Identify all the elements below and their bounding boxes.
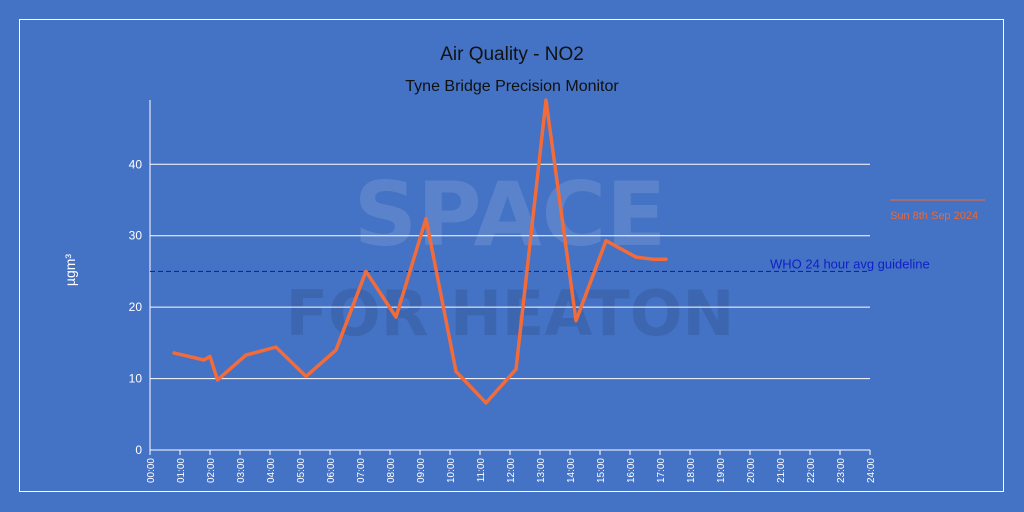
x-tick-label: 14:00 [566, 458, 577, 483]
x-tick-label: 15:00 [596, 458, 607, 483]
x-tick-label: 05:00 [296, 458, 307, 483]
legend: Sun 8th Sep 2024 [890, 199, 985, 222]
x-tick-label: 22:00 [806, 458, 817, 483]
watermark-logo: SPACE FOR HEATON [286, 163, 735, 350]
y-tick-label: 10 [129, 372, 143, 386]
x-tick-labels: 00:00 01:00 02:00 03:00 04:00 05:00 06:00 07:00… [146, 458, 877, 483]
series-lines [172, 98, 668, 405]
who-guideline-label: WHO 24 hour avg guideline [770, 256, 930, 271]
axes [149, 100, 871, 455]
x-tick-label: 11:00 [476, 458, 487, 483]
x-tick-label: 10:00 [446, 458, 457, 483]
x-tick-label: 03:00 [236, 458, 247, 483]
x-tick-label: 18:00 [686, 458, 697, 483]
x-tick-label: 09:00 [416, 458, 427, 483]
reference-lines: WHO 24 hour avg guideline [150, 256, 930, 273]
y-tick-label: 30 [129, 229, 143, 243]
chart-title: Air Quality - NO2 [440, 44, 584, 65]
x-tick-label: 19:00 [716, 458, 727, 483]
x-tick-label: 12:00 [506, 458, 517, 483]
y-tick-label: 20 [129, 300, 143, 314]
y-axis-label: µgm³ [62, 254, 78, 287]
x-tick-label: 00:00 [146, 458, 157, 483]
watermark-line-1: SPACE [354, 163, 667, 266]
x-tick-label: 02:00 [206, 458, 217, 483]
x-tick-label: 04:00 [266, 458, 277, 483]
x-tick-label: 08:00 [386, 458, 397, 483]
x-tick-label: 23:00 [836, 458, 847, 483]
y-tick-labels: 0 10 20 30 40 [129, 157, 143, 457]
x-tick-label: 16:00 [626, 458, 637, 483]
series-line-0 [172, 98, 668, 405]
legend-label: Sun 8th Sep 2024 [890, 210, 978, 222]
x-tick-label: 13:00 [536, 458, 547, 483]
x-tick-label: 20:00 [746, 458, 757, 483]
x-tick-label: 01:00 [176, 458, 187, 483]
watermark-line-2: FOR HEATON [286, 277, 735, 350]
x-tick-label: 06:00 [326, 458, 337, 483]
x-tick-label: 21:00 [776, 458, 787, 483]
y-tick-label: 0 [135, 443, 142, 457]
x-tick-label: 17:00 [656, 458, 667, 483]
chart-subtitle: Tyne Bridge Precision Monitor [405, 78, 619, 95]
x-tick-label: 24:00 [866, 458, 877, 483]
chart-frame [19, 19, 1004, 492]
y-tick-label: 40 [129, 157, 143, 171]
x-tick-label: 07:00 [356, 458, 367, 483]
